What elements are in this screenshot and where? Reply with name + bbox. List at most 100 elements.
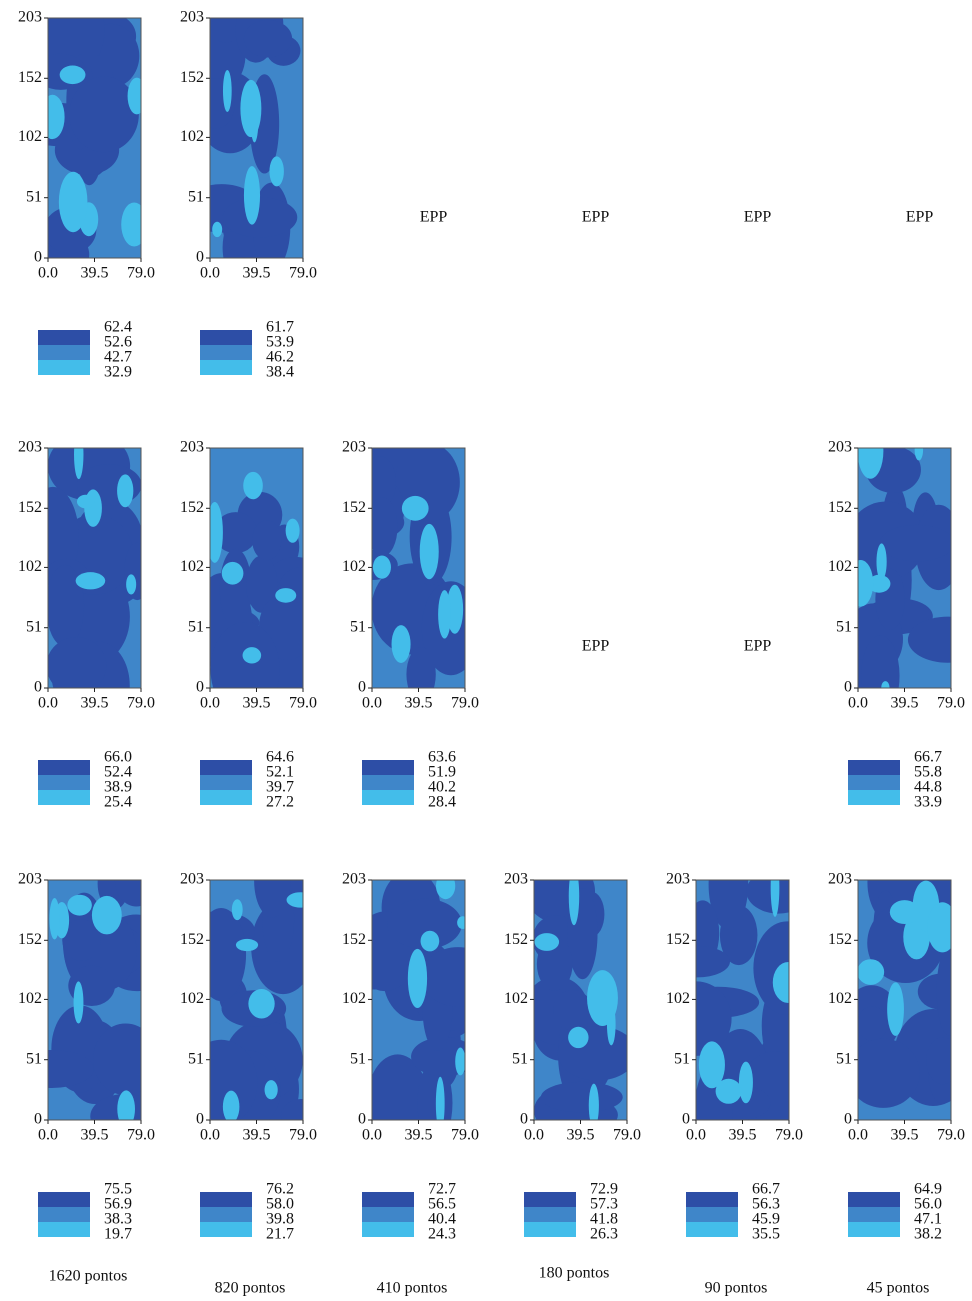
- legend-band: [848, 775, 900, 790]
- y-tick-label: 203: [504, 871, 528, 888]
- placeholder-label: EPP: [582, 209, 610, 226]
- placeholder-label: EPP: [420, 209, 448, 226]
- legend-band: [848, 1207, 900, 1222]
- contour-region: [48, 564, 85, 647]
- legend-level: 58.0: [266, 1196, 294, 1213]
- y-tick-label: 51: [26, 188, 42, 205]
- legend-band: [524, 1222, 576, 1237]
- contour-region: [772, 961, 789, 1004]
- x-tick-label: 0.0: [200, 695, 220, 712]
- legend-level: 56.3: [752, 1196, 780, 1213]
- x-tick-label: 39.5: [243, 695, 271, 712]
- contour-panel: 0.0 39.5 79.0 0 51 102 152 203 61.753.946.238.4: [180, 9, 317, 381]
- legend-level: 19.7: [104, 1226, 132, 1243]
- contour-region: [879, 524, 951, 562]
- y-tick-label: 0: [34, 1111, 42, 1128]
- y-tick-label: 51: [674, 1050, 690, 1067]
- legend-level: 64.9: [914, 1181, 942, 1198]
- contour-field: [372, 448, 465, 688]
- legend-level: 56.0: [914, 1196, 942, 1213]
- legend-level: 64.6: [266, 749, 294, 766]
- x-tick-label: 0.0: [200, 265, 220, 282]
- y-tick-label: 0: [358, 679, 366, 696]
- y-tick-label: 203: [828, 871, 852, 888]
- contour-region: [74, 448, 84, 480]
- legend-band: [200, 775, 252, 790]
- legend-level: 46.2: [266, 349, 294, 366]
- contour-field: [858, 448, 951, 688]
- legend-level: 52.4: [104, 764, 132, 781]
- legend-band: [38, 1222, 90, 1237]
- contour-region: [411, 1037, 465, 1077]
- contour-panel: 0.0 39.5 79.0 0 51 102 152 203 64.956.047.138.2: [828, 871, 965, 1243]
- legend-band: [200, 790, 252, 805]
- y-tick-label: 0: [520, 1111, 528, 1128]
- y-tick-label: 152: [504, 931, 528, 948]
- contour-region: [126, 574, 137, 595]
- y-tick-label: 51: [188, 188, 204, 205]
- x-tick-label: 39.5: [81, 695, 109, 712]
- contour-region: [127, 77, 141, 115]
- contour-region: [401, 495, 429, 521]
- contour-panel: 0.0 39.5 79.0 0 51 102 152 203 76.258.039.821.7: [180, 871, 317, 1243]
- legend-level: 39.7: [266, 779, 294, 796]
- contour-region: [587, 970, 618, 1027]
- y-tick-label: 152: [180, 499, 204, 516]
- x-tick-label: 79.0: [451, 1127, 479, 1144]
- x-tick-label: 79.0: [613, 1127, 641, 1144]
- contour-region: [540, 1081, 623, 1113]
- legend-level: 38.4: [266, 364, 294, 381]
- contour-panel: 0.0 39.5 79.0 0 51 102 152 203 66.052.438.925.4: [18, 439, 155, 811]
- x-tick-label: 79.0: [451, 695, 479, 712]
- legend-level: 38.2: [914, 1226, 942, 1243]
- contour-region: [372, 456, 397, 510]
- legend-level: 52.1: [266, 764, 294, 781]
- legend-band: [362, 1222, 414, 1237]
- y-tick-label: 102: [180, 558, 204, 575]
- contour-region: [235, 938, 259, 952]
- y-tick-label: 102: [342, 558, 366, 575]
- legend-level: 28.4: [428, 794, 456, 811]
- y-tick-label: 203: [18, 439, 42, 456]
- contour-region: [252, 520, 282, 561]
- legend-level: 66.7: [914, 749, 942, 766]
- contour-region: [696, 981, 732, 1056]
- contour-region: [91, 895, 122, 935]
- x-tick-label: 39.5: [405, 695, 433, 712]
- y-tick-label: 152: [342, 499, 366, 516]
- y-tick-label: 0: [34, 249, 42, 266]
- x-tick-label: 39.5: [891, 1127, 919, 1144]
- legend-band: [200, 345, 252, 360]
- legend-level: 26.3: [590, 1226, 618, 1243]
- contour-panel: 0.0 39.5 79.0 0 51 102 152 203 62.452.642.732.9: [18, 9, 155, 381]
- contour-region: [280, 1099, 303, 1120]
- contour-region: [858, 559, 874, 607]
- contour-region: [420, 930, 440, 952]
- legend-level: 27.2: [266, 794, 294, 811]
- legend-level: 55.8: [914, 764, 942, 781]
- x-tick-label: 0.0: [848, 1127, 868, 1144]
- y-tick-label: 0: [844, 1111, 852, 1128]
- contour-panel: 0.0 39.5 79.0 0 51 102 152 203 64.652.139.727.2: [180, 439, 317, 811]
- y-tick-label: 51: [26, 1050, 42, 1067]
- legend-level: 56.5: [428, 1196, 456, 1213]
- contour-region: [48, 1049, 94, 1088]
- contour-region: [48, 637, 107, 688]
- y-tick-label: 102: [18, 558, 42, 575]
- contour-region: [407, 948, 428, 1008]
- y-tick-label: 51: [188, 618, 204, 635]
- legend-band: [38, 330, 90, 345]
- x-tick-label: 0.0: [524, 1127, 544, 1144]
- contour-region: [914, 448, 924, 461]
- contour-region: [73, 981, 84, 1024]
- x-tick-label: 79.0: [289, 265, 317, 282]
- x-tick-label: 0.0: [38, 265, 58, 282]
- y-tick-label: 102: [828, 558, 852, 575]
- contour-region: [387, 898, 462, 950]
- contour-region: [67, 894, 92, 916]
- contour-region: [858, 448, 884, 479]
- contour-panel: 0.0 39.5 79.0 0 51 102 152 203 72.756.540.424.3: [342, 871, 479, 1243]
- legend-level: 38.9: [104, 779, 132, 796]
- legend-level: 39.8: [266, 1211, 294, 1228]
- legend-band: [848, 1222, 900, 1237]
